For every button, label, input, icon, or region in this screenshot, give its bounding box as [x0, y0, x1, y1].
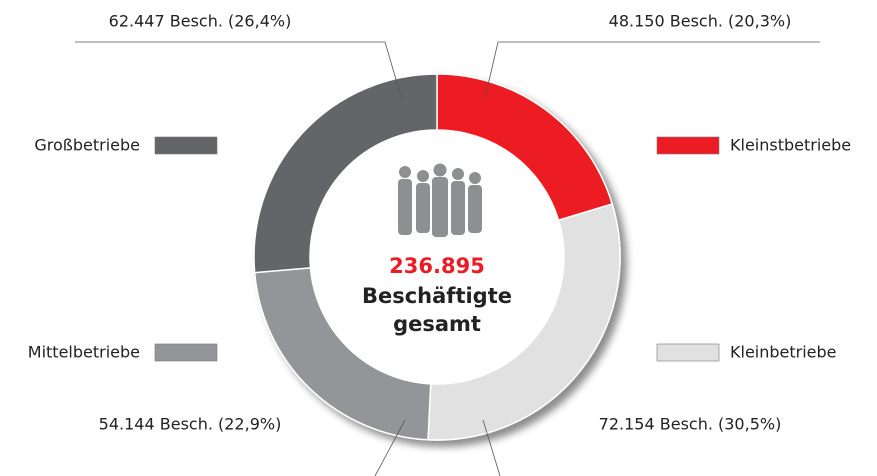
center-text: Beschäftigte	[362, 284, 512, 308]
legend-swatch	[154, 136, 218, 155]
legend-label: Kleinbetriebe	[730, 343, 837, 362]
legend-swatch	[656, 343, 720, 362]
center-text: gesamt	[393, 312, 481, 336]
legend-label: Kleinstbetriebe	[730, 136, 851, 155]
data-label: 62.447 Besch. (26,4%)	[109, 12, 292, 31]
legend-label: Mittelbetriebe	[28, 343, 140, 362]
center-total: 236.895	[389, 254, 485, 278]
data-label: 72.154 Besch. (30,5%)	[599, 415, 782, 434]
leader-line	[75, 41, 403, 101]
people-icon	[398, 163, 482, 237]
data-label: 48.150 Besch. (20,3%)	[609, 12, 792, 31]
legend-label: Großbetriebe	[34, 136, 140, 155]
leader-line	[482, 419, 501, 476]
leader-line	[484, 41, 820, 99]
donut-hole	[310, 130, 564, 384]
leader-line	[374, 419, 406, 476]
legend-swatch	[154, 343, 218, 362]
legend-swatch	[656, 136, 720, 155]
donut	[253, 73, 621, 441]
data-label: 54.144 Besch. (22,9%)	[99, 415, 282, 434]
